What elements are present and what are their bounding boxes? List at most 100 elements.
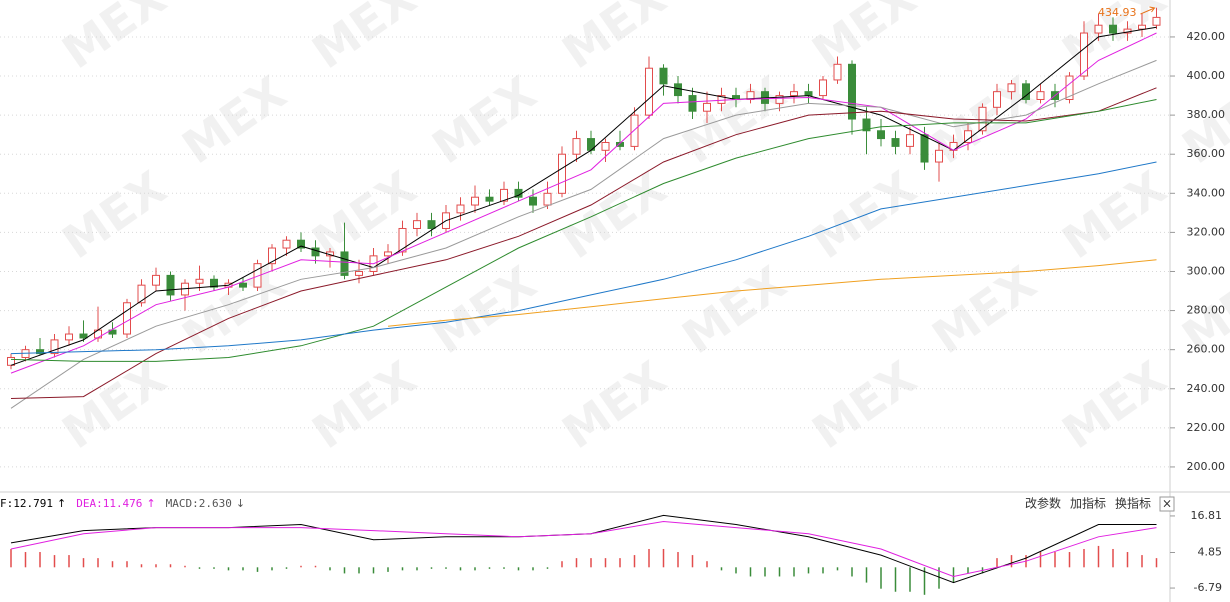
close-button[interactable]: ×: [1162, 497, 1172, 511]
candle-body: [152, 274, 160, 286]
candle-body: [862, 118, 871, 132]
candle-body: [674, 83, 682, 97]
candle-body: [790, 91, 798, 97]
y-tick-label: 300.00: [1187, 264, 1226, 277]
watermark: MEX: [303, 350, 426, 459]
indicator-label: DEA:11.476: [76, 497, 142, 510]
candle-body: [717, 95, 726, 104]
candle-body: [1065, 75, 1074, 100]
indicator-line: [10, 26, 1157, 366]
candle-body: [485, 196, 494, 202]
y-tick-label: 380.00: [1187, 108, 1226, 121]
watermark: MEX: [303, 160, 426, 269]
indicator-line: [387, 259, 1157, 327]
candle-body: [210, 278, 218, 288]
indicator-button[interactable]: 加指标: [1070, 496, 1106, 511]
candle-body: [543, 192, 552, 206]
candle-body: [804, 91, 813, 97]
candle-body: [166, 274, 175, 296]
watermark: MEX: [173, 65, 296, 174]
candle-body: [920, 134, 929, 163]
close-box[interactable]: [1159, 496, 1175, 512]
indicator-arrow: ↓: [236, 497, 245, 510]
candle-body: [906, 134, 914, 147]
candle-body: [572, 138, 581, 155]
candle-body: [616, 141, 624, 147]
indicator-arrow: ↑: [57, 497, 66, 510]
candle-body: [471, 196, 479, 206]
y-tick-label: 4.85: [1198, 545, 1223, 558]
candle-body: [108, 329, 117, 335]
y-tick-label: -6.79: [1194, 581, 1222, 594]
candle-body: [1007, 83, 1016, 93]
y-tick-label: 340.00: [1187, 186, 1226, 199]
watermark: MEX: [803, 350, 926, 459]
candle-body: [1080, 32, 1088, 77]
y-tick-label: 400.00: [1187, 69, 1226, 82]
candle-body: [340, 251, 349, 276]
candle-body: [50, 339, 59, 355]
candle-body: [1152, 16, 1161, 26]
y-tick-label: 360.00: [1187, 147, 1226, 160]
candle-body: [703, 102, 711, 112]
indicator-line: [10, 99, 1157, 362]
watermark: MEX: [53, 0, 176, 79]
candle-body: [1109, 24, 1117, 34]
high-annotation: 434.93: [1098, 6, 1137, 19]
candle-body: [500, 188, 508, 202]
candle-body: [268, 247, 276, 265]
candle-body: [456, 204, 465, 214]
watermark: MEX: [673, 65, 796, 174]
indicator-button[interactable]: 改参数: [1025, 496, 1061, 511]
candle-body: [297, 239, 305, 249]
candle-body: [36, 349, 44, 355]
watermark: MEX: [803, 0, 926, 79]
candle-body: [558, 153, 566, 194]
watermark: MEX: [553, 0, 676, 79]
candle-body: [833, 63, 842, 81]
candle-body: [630, 114, 639, 147]
indicator-line: [10, 161, 1157, 355]
y-tick-label: 240.00: [1187, 382, 1226, 395]
candle-body: [398, 227, 407, 253]
candle-body: [1138, 24, 1146, 30]
indicator-button[interactable]: 换指标: [1115, 496, 1151, 511]
y-tick-label: 280.00: [1187, 304, 1226, 317]
candle-body: [819, 79, 827, 97]
candle-body: [529, 196, 537, 206]
y-tick-label: 260.00: [1187, 343, 1226, 356]
candle-body: [137, 284, 146, 304]
candle-body: [877, 130, 885, 140]
indicator-line: [10, 32, 1157, 374]
watermark: MEX: [1053, 350, 1176, 459]
y-tick-label: 200.00: [1187, 460, 1226, 473]
indicator-line: [10, 514, 1157, 584]
watermark: MEX: [1053, 160, 1176, 269]
candle-body: [645, 67, 653, 116]
candle-body: [688, 95, 697, 112]
watermark: MEX: [53, 350, 176, 459]
candle-body: [79, 333, 88, 339]
y-tick-label: 320.00: [1187, 225, 1226, 238]
watermark: MEX: [423, 65, 546, 174]
watermark: MEX: [553, 160, 676, 269]
candle-body: [775, 95, 784, 104]
candle-body: [384, 251, 392, 257]
candle-body: [978, 106, 987, 132]
candle-body: [848, 63, 856, 120]
candle-body: [1036, 91, 1045, 100]
candle-body: [659, 67, 668, 85]
indicator-line: [10, 87, 1157, 399]
candle-body: [65, 333, 73, 341]
indicator-line: [10, 520, 1157, 578]
candle-body: [7, 356, 15, 366]
watermark: MEX: [553, 350, 676, 459]
candle-body: [282, 239, 291, 249]
indicator-label: F:12.791: [0, 497, 53, 510]
candle-body: [1094, 24, 1103, 34]
candle-body: [413, 220, 421, 229]
candle-body: [427, 220, 436, 229]
candle-body: [355, 270, 363, 276]
candle-body: [195, 278, 204, 284]
